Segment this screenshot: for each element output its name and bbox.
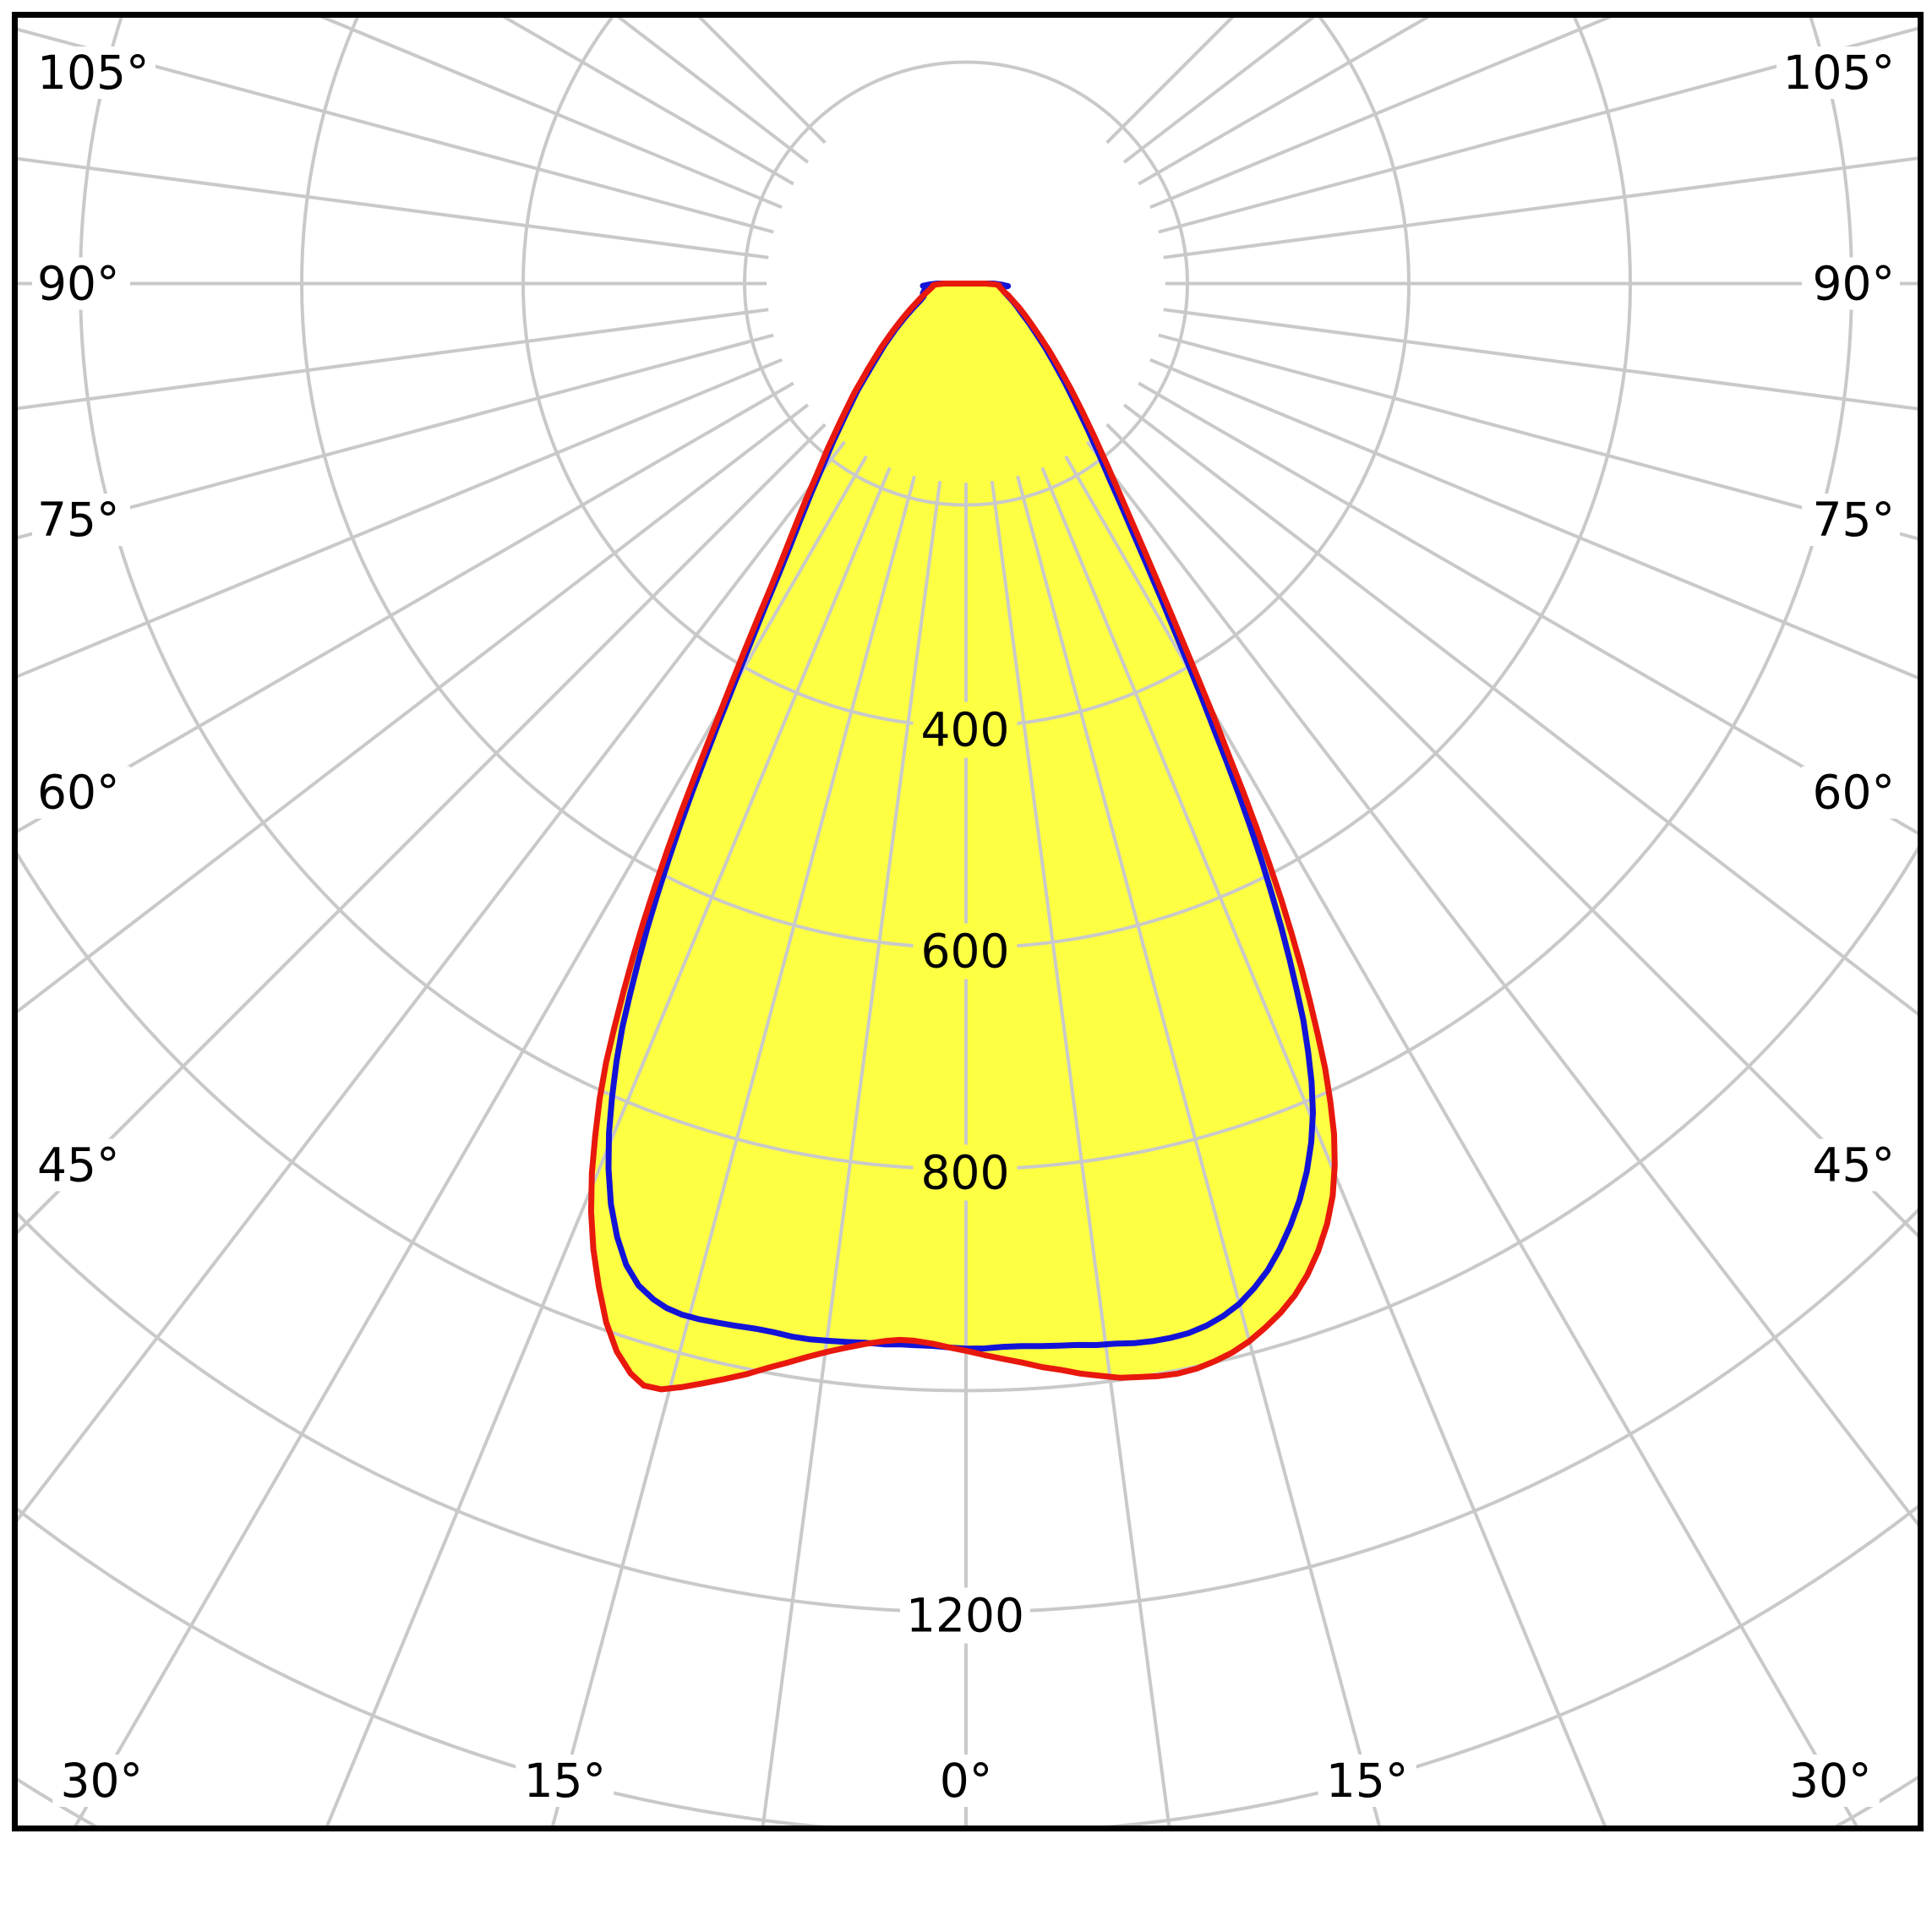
grid-ray-120deg [1138, 14, 1436, 186]
angle-label-bottom-left-15-bg [516, 1755, 614, 1807]
grid-ray-45deg [1105, 423, 1920, 1241]
angle-label-right-105-bg [1776, 46, 1900, 99]
ring-label-bg-1200 [900, 1587, 1030, 1644]
grid-ray--7.5deg [761, 481, 942, 1828]
grid-ray-82.5deg [1163, 308, 1920, 412]
grid-ray--112.5deg [311, 14, 783, 210]
grid-ray--22.5deg [324, 467, 892, 1828]
grid-ray--75deg [14, 333, 774, 541]
ring-label-800: 800 [921, 1146, 1010, 1200]
grid-ray--97.5deg [14, 156, 769, 259]
grid-ray--82.5deg [14, 308, 769, 411]
ring-label-bg-800 [913, 1144, 1018, 1201]
grid-ray--67.5deg [14, 357, 783, 680]
ring-label-bg-400 [913, 701, 1018, 758]
angle-label-left-60-bg [32, 766, 130, 819]
angle-label-left-75: 75° [37, 493, 120, 547]
grid-ray-52.5deg [1122, 403, 1920, 1018]
angle-label-bottom-right-30-bg [1781, 1755, 1880, 1807]
angle-label-right-45-bg [1802, 1138, 1900, 1192]
angle-label-bottom-right-30: 30° [1789, 1754, 1872, 1808]
curve-fill-outer-plane-red [591, 283, 1335, 1389]
grid-ray--15deg [550, 475, 916, 1828]
angle-label-right-45: 45° [1813, 1138, 1896, 1192]
angle-label-left-105: 105° [37, 46, 149, 100]
angle-label-right-75-bg [1802, 493, 1900, 546]
angle-label-left-75-bg [32, 493, 130, 546]
angle-label-left-45: 45° [37, 1138, 120, 1192]
grid-ray-7.5deg [990, 481, 1171, 1828]
ring-label-400: 400 [921, 703, 1010, 757]
grid-ray-105deg [1158, 25, 1920, 234]
angle-label-bottom-left-30-bg [52, 1755, 151, 1807]
angle-label-left-90-bg [32, 257, 130, 310]
grid-ray--120deg [496, 14, 794, 186]
angle-label-bottom-left-15: 15° [524, 1754, 607, 1808]
grid-ray--60deg [14, 381, 794, 835]
angle-label-left-90: 90° [37, 257, 120, 311]
grid-ray--105deg [14, 26, 774, 234]
grid-ray-75deg [1158, 333, 1920, 542]
grid-ray-15deg [1016, 475, 1382, 1828]
grid-ray-37.5deg [1085, 440, 1920, 1531]
angle-label-bottom-left-30: 30° [60, 1754, 143, 1808]
angle-label-left-45-bg [32, 1138, 130, 1192]
grid-ray-67.5deg [1149, 357, 1920, 681]
angle-label-right-105: 105° [1783, 46, 1895, 100]
plot-frame [12, 12, 1924, 1831]
angle-label-right-90: 90° [1813, 257, 1896, 311]
grid-ray-22.5deg [1040, 467, 1608, 1828]
grid-ray-60deg [1138, 381, 1920, 837]
curve-outer-plane-red [587, 281, 1338, 1393]
grid-ray-112.5deg [1149, 14, 1621, 210]
grid-ray--45deg [14, 423, 827, 1238]
angle-label-bottom-0: 0° [940, 1754, 993, 1808]
angle-label-left-105-bg [32, 46, 156, 99]
angle-label-bottom-right-15-bg [1318, 1755, 1416, 1807]
angle-label-right-60-bg [1802, 766, 1900, 819]
ring-label-bg-600 [913, 923, 1018, 980]
angle-label-bottom-right-15: 15° [1326, 1754, 1409, 1808]
grid-ray--37.5deg [14, 440, 847, 1527]
angle-label-right-75: 75° [1813, 493, 1896, 547]
angle-label-right-90-bg [1802, 257, 1900, 310]
angle-label-bottom-0-bg [930, 1755, 1002, 1807]
grid-ray-97.5deg [1163, 156, 1920, 259]
ring-label-1200: 1200 [906, 1589, 1024, 1643]
grid-ray--52.5deg [14, 403, 810, 1017]
ring-label-600: 600 [921, 925, 1010, 979]
angle-label-right-60: 60° [1813, 766, 1896, 820]
angle-label-left-60: 60° [37, 766, 120, 820]
